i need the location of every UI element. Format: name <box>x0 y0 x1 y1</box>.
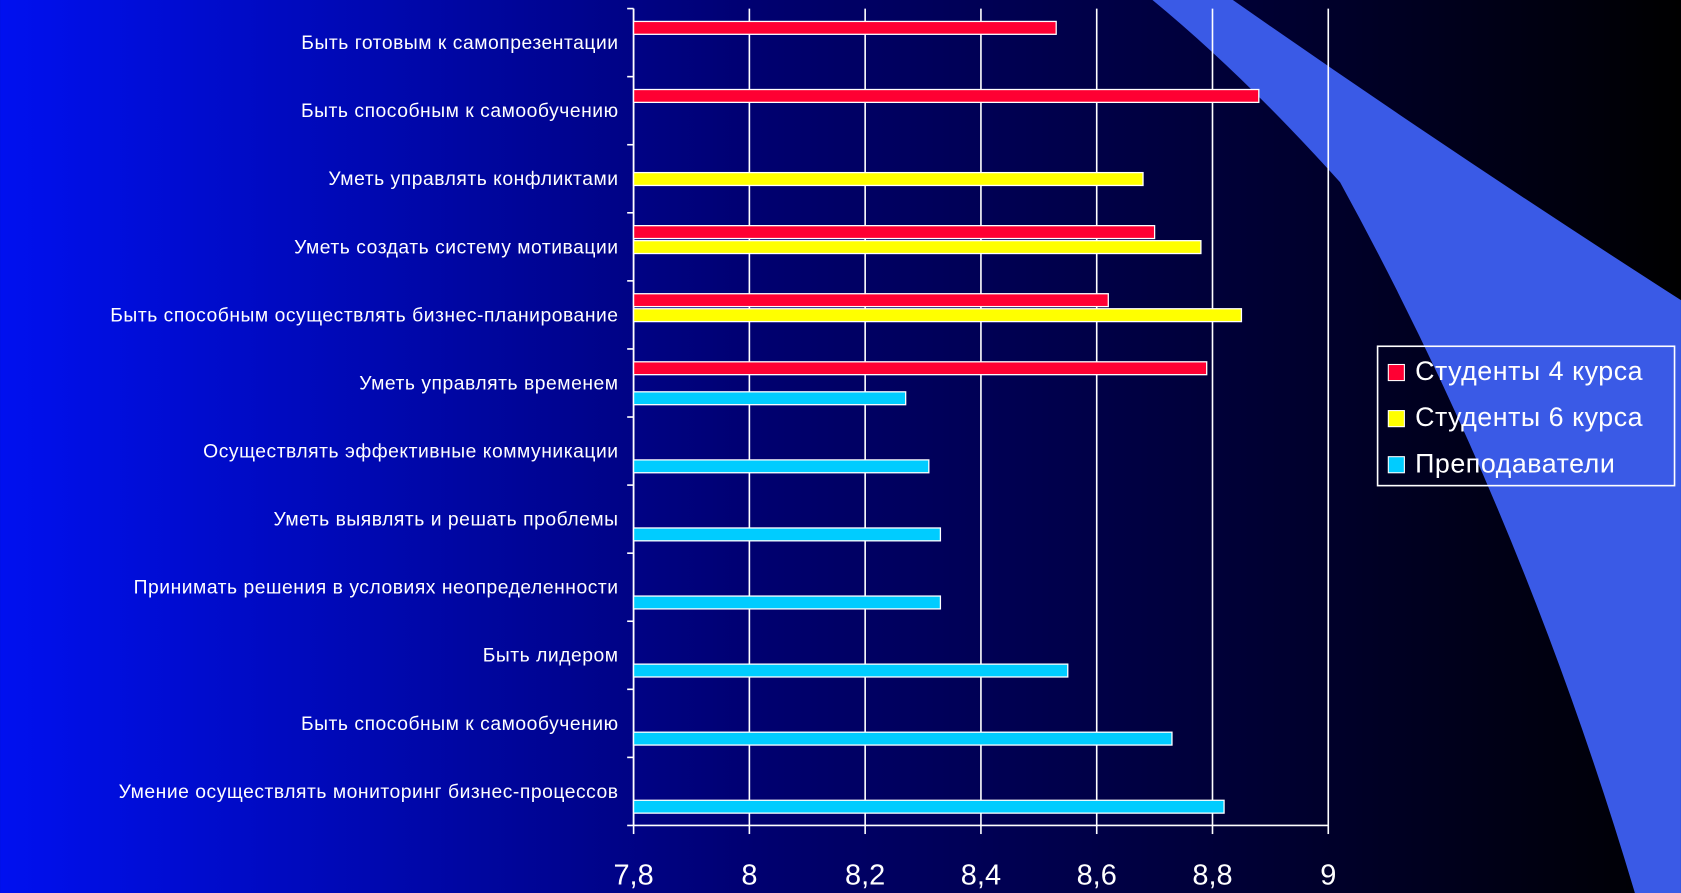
bar <box>632 459 930 474</box>
bar <box>632 731 1173 746</box>
y-tick-label: Уметь управлять временем <box>359 373 618 394</box>
x-tick-label: 8 <box>741 860 757 892</box>
bar <box>632 595 942 610</box>
legend-label: Студенты 6 курса <box>1415 402 1643 432</box>
y-tick-label: Уметь создать систему мотивации <box>294 237 618 258</box>
y-tick-label: Принимать решения в условиях неопределен… <box>134 578 619 599</box>
x-tick-label: 9 <box>1320 860 1336 892</box>
bar <box>632 88 1260 104</box>
bar <box>632 308 1243 323</box>
y-tick-label: Быть готовым к самопрезентации <box>301 33 618 54</box>
bar <box>632 663 1069 678</box>
y-tick-label: Быть способным к самообучению <box>301 101 619 122</box>
x-tick-label: 8,8 <box>1192 860 1232 892</box>
legend-swatch <box>1387 410 1405 428</box>
y-tick-label: Осуществлять эффективные коммуникации <box>203 441 618 462</box>
y-tick-label: Умение осуществлять мониторинг бизнес-пр… <box>119 782 619 803</box>
y-tick-label: Уметь выявлять и решать проблемы <box>273 510 618 531</box>
x-tick-label: 8,4 <box>961 860 1001 892</box>
decorative-swoosh <box>1152 0 1681 893</box>
legend-label: Преподаватели <box>1415 448 1615 478</box>
x-tick-label: 8,6 <box>1077 860 1117 892</box>
x-tick-label: 8,2 <box>845 860 885 892</box>
x-tick-label: 7,8 <box>613 860 653 892</box>
y-tick-label: Быть способным к самообучению <box>301 714 619 735</box>
bar <box>632 293 1109 308</box>
y-tick-label: Быть лидером <box>483 646 619 667</box>
legend-swatch <box>1387 363 1405 382</box>
bar <box>632 171 1144 187</box>
y-tick-label: Быть способным осуществлять бизнес-плани… <box>110 305 618 326</box>
bar <box>632 20 1057 35</box>
bar <box>632 799 1225 814</box>
legend-swatch <box>1387 456 1405 474</box>
y-tick-label: Уметь управлять конфликтами <box>328 169 618 190</box>
bar <box>632 391 907 406</box>
bar <box>632 240 1202 255</box>
bar <box>632 361 1208 376</box>
bar <box>632 225 1156 240</box>
legend-box <box>1376 345 1676 487</box>
bar <box>632 527 942 542</box>
legend-label: Студенты 4 курса <box>1415 356 1643 386</box>
